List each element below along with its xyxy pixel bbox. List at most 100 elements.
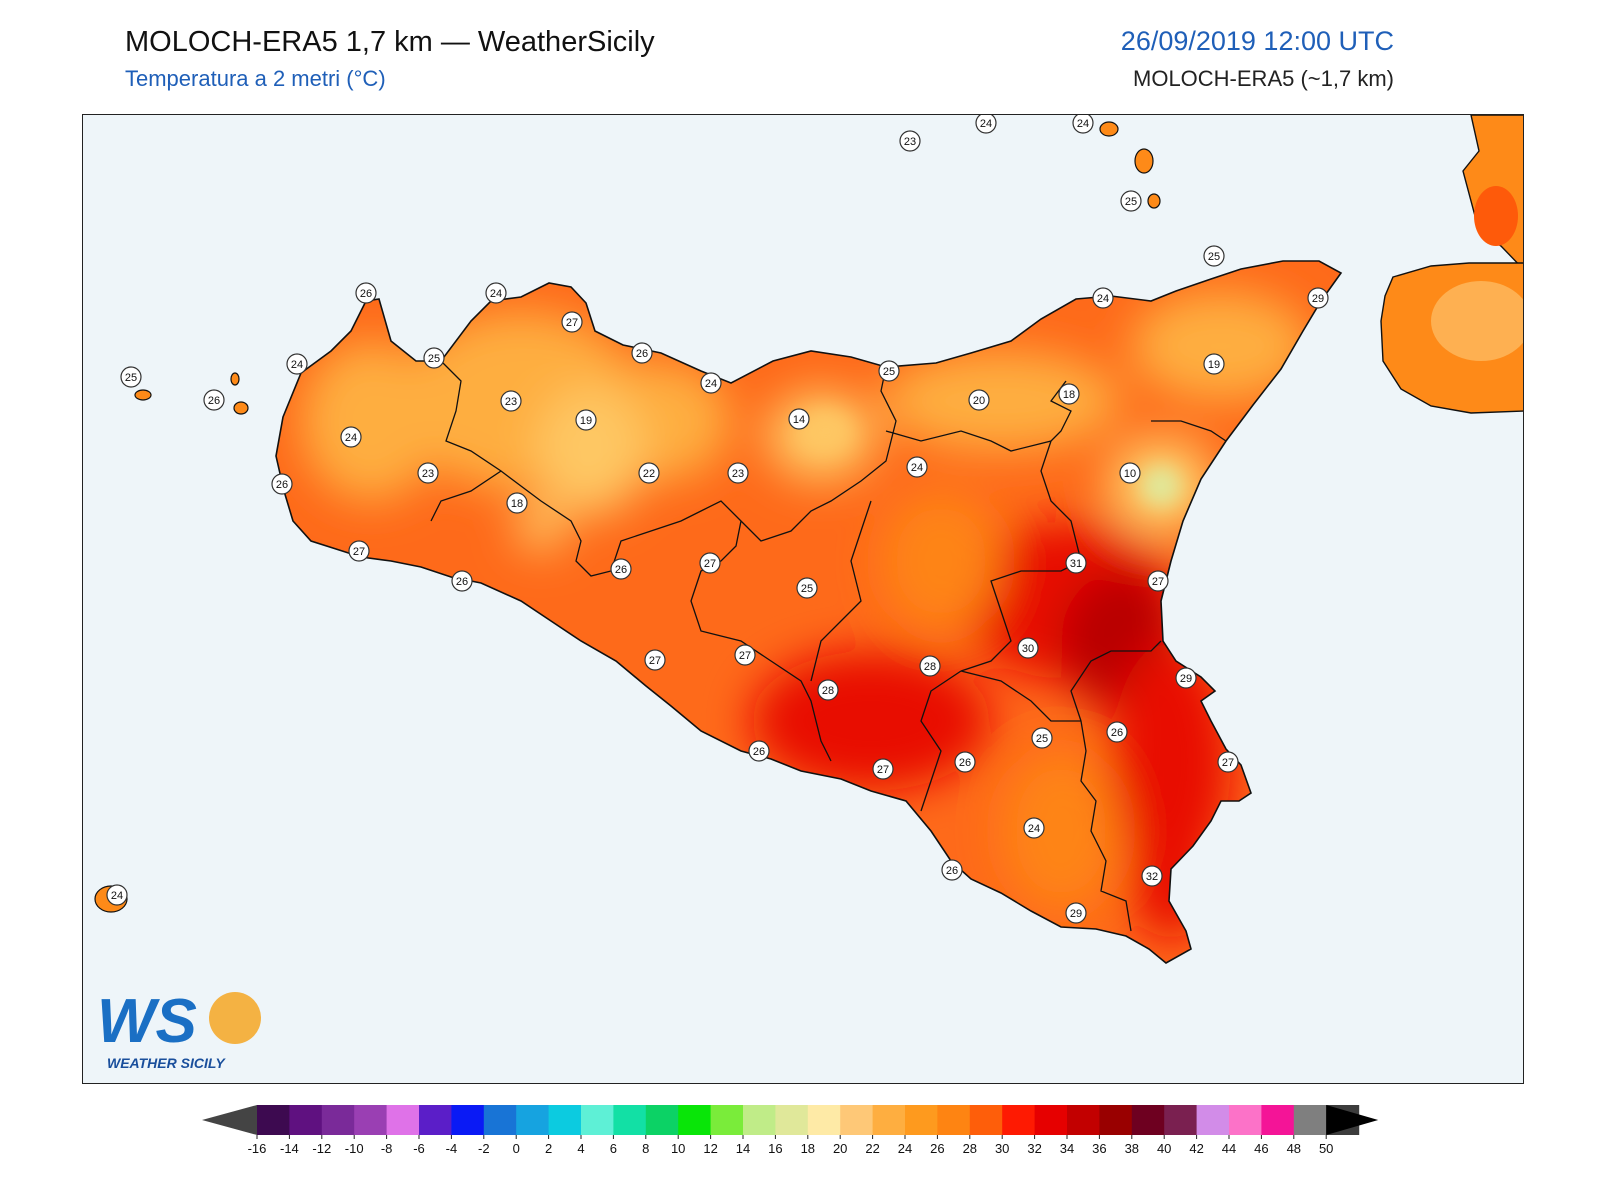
station-value: 19: [580, 415, 592, 427]
station-marker: [788, 408, 810, 430]
station-value: 27: [704, 558, 716, 570]
station-temperature-label: 28: [919, 655, 941, 677]
weathersicily-logo: WS WEATHER SICILY: [97, 987, 261, 1071]
station-temperature-label: 27: [561, 311, 583, 333]
colorbar-swatch: [1293, 1105, 1327, 1135]
station-marker: [561, 311, 583, 333]
colorbar-swatch: [807, 1105, 841, 1135]
station-temperature-label: 29: [1307, 287, 1329, 309]
station-temperature-label: 26: [1106, 721, 1128, 743]
station-marker: [968, 389, 990, 411]
station-value: 28: [924, 661, 936, 673]
station-temperature-label: 19: [1203, 353, 1225, 375]
temperature-map[interactable]: 26 24 27 25 24 25 26 26 24 23 23 19 22 14 23 18 26 27 26 26…: [82, 114, 1524, 1084]
colorbar-swatch: [1229, 1105, 1262, 1135]
colorbar-tick-label: 28: [963, 1141, 977, 1156]
colorbar-swatch: [483, 1105, 517, 1135]
station-marker: [748, 740, 770, 762]
station-marker: [699, 552, 721, 574]
station-temperature-label: 18: [506, 492, 528, 514]
station-temperature-label: 27: [699, 552, 721, 574]
colorbar-swatch: [1131, 1105, 1165, 1135]
colorbar-swatch: [516, 1105, 550, 1135]
station-value: 14: [793, 414, 805, 426]
station-marker: [1092, 287, 1114, 309]
map-canvas: 26 24 27 25 24 25 26 26 24 23 23 19 22 14 23 18 26 27 26 26…: [83, 115, 1523, 1083]
station-marker: [340, 426, 362, 448]
station-value: 25: [1208, 251, 1220, 263]
map-subtitle: Temperatura a 2 metri (°C): [125, 66, 386, 91]
station-value: 24: [490, 288, 502, 300]
colorbar-swatch: [937, 1105, 971, 1135]
colorbar-swatch: [419, 1105, 452, 1135]
colorbar-swatch: [1261, 1105, 1295, 1135]
station-temperature-label: 14: [788, 408, 810, 430]
station-marker: [120, 366, 142, 388]
station-value: 10: [1124, 468, 1136, 480]
station-value: 25: [428, 353, 440, 365]
station-value: 30: [1022, 643, 1034, 655]
station-value: 24: [1097, 293, 1109, 305]
station-value: 25: [801, 583, 813, 595]
calabria-landmass: [1380, 115, 1523, 414]
station-marker: [954, 751, 976, 773]
station-temperature-label: 18: [1058, 383, 1080, 405]
station-value: 25: [125, 372, 137, 384]
station-temperature-label: 26: [631, 342, 653, 364]
station-value: 26: [615, 564, 627, 576]
colorbar-swatch: [969, 1105, 1003, 1135]
station-temperature-label: 24: [975, 115, 997, 134]
forecast-datetime: 26/09/2019 12:00 UTC: [1120, 26, 1394, 56]
colorbar-swatch: [321, 1105, 355, 1135]
logo-letters: WS: [97, 987, 197, 1056]
station-value: 29: [1180, 673, 1192, 685]
station-marker: [734, 644, 756, 666]
station-value: 27: [566, 317, 578, 329]
station-marker: [1307, 287, 1329, 309]
station-temperature-label: 22: [638, 462, 660, 484]
station-value: 27: [1152, 576, 1164, 588]
station-value: 24: [111, 890, 123, 902]
station-marker: [1065, 552, 1087, 574]
station-value: 19: [1208, 359, 1220, 371]
station-temperature-label: 24: [1072, 115, 1094, 134]
station-temperature-label: 19: [575, 409, 597, 431]
station-marker: [1017, 637, 1039, 659]
station-temperature-label: 25: [878, 360, 900, 382]
station-temperature-label: 24: [700, 372, 722, 394]
station-temperature-label: 26: [610, 558, 632, 580]
station-marker: [203, 389, 225, 411]
station-marker: [417, 462, 439, 484]
colorbar-tick-label: 36: [1092, 1141, 1106, 1156]
station-temperature-label: 24: [1092, 287, 1114, 309]
colorbar-swatch: [613, 1105, 647, 1135]
station-marker: [1058, 383, 1080, 405]
station-temperature-label: 25: [1031, 727, 1053, 749]
station-temperature-label: 27: [1217, 751, 1239, 773]
station-marker: [975, 115, 997, 134]
station-marker: [796, 577, 818, 599]
station-labels: 26 24 27 25 24 25 26 26 24 23 23 19 22 14 23 18 26 27 26 26…: [106, 115, 1329, 924]
station-value: 29: [1312, 293, 1324, 305]
station-marker: [700, 372, 722, 394]
colorbar-swatch: [872, 1105, 906, 1135]
station-temperature-label: 27: [872, 758, 894, 780]
map-title: MOLOCH-ERA5 1,7 km — WeatherSicily: [125, 26, 655, 58]
colorbar-tick-label: -12: [312, 1141, 331, 1156]
station-value: 24: [1028, 823, 1040, 835]
station-marker: [1141, 865, 1163, 887]
colorbar-max-arrow: [1326, 1105, 1379, 1135]
station-marker: [872, 758, 894, 780]
station-value: 27: [739, 650, 751, 662]
colorbar-tick-label: 50: [1319, 1141, 1333, 1156]
colorbar-tick-label: 14: [736, 1141, 750, 1156]
station-value: 26: [959, 757, 971, 769]
station-marker: [1203, 245, 1225, 267]
colorbar-tick-label: 38: [1125, 1141, 1139, 1156]
station-value: 23: [904, 136, 916, 148]
station-temperature-label: 27: [348, 540, 370, 562]
colorbar-swatch: [386, 1105, 420, 1135]
colorbar-tick-label: 48: [1287, 1141, 1301, 1156]
station-value: 24: [291, 359, 303, 371]
station-temperature-label: 26: [271, 473, 293, 495]
